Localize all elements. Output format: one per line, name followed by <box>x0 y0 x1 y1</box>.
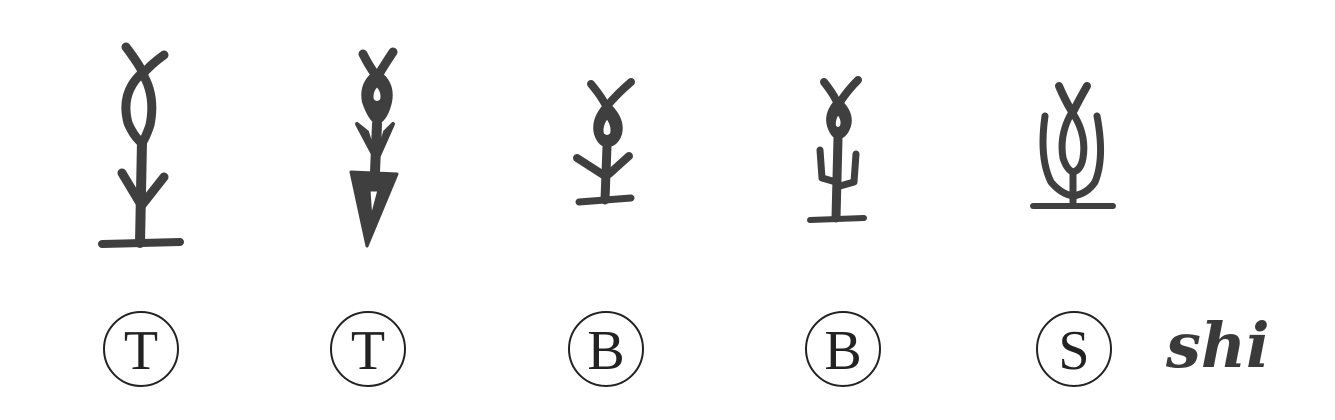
small-seal-shi-glyph-icon <box>573 78 635 206</box>
form-label-circle: T <box>103 311 179 387</box>
u-shaped-shi-glyph-icon <box>1030 82 1116 209</box>
romanization-label: shi <box>1166 309 1270 382</box>
form-label: B <box>587 320 625 382</box>
form-label-circle: T <box>330 311 406 387</box>
form-label-circle: S <box>1036 311 1112 387</box>
form-label: T <box>123 320 159 382</box>
branched-shi-glyph-icon <box>807 76 867 223</box>
bronze-arrow-shi-glyph-icon <box>349 47 399 248</box>
form-label: S <box>1058 320 1090 382</box>
form-label-circle: B <box>805 311 881 387</box>
form-label: B <box>824 320 862 382</box>
form-label-circle: B <box>568 311 644 387</box>
oracle-bone-shi-glyph-icon <box>98 42 184 248</box>
form-label: T <box>350 320 386 382</box>
